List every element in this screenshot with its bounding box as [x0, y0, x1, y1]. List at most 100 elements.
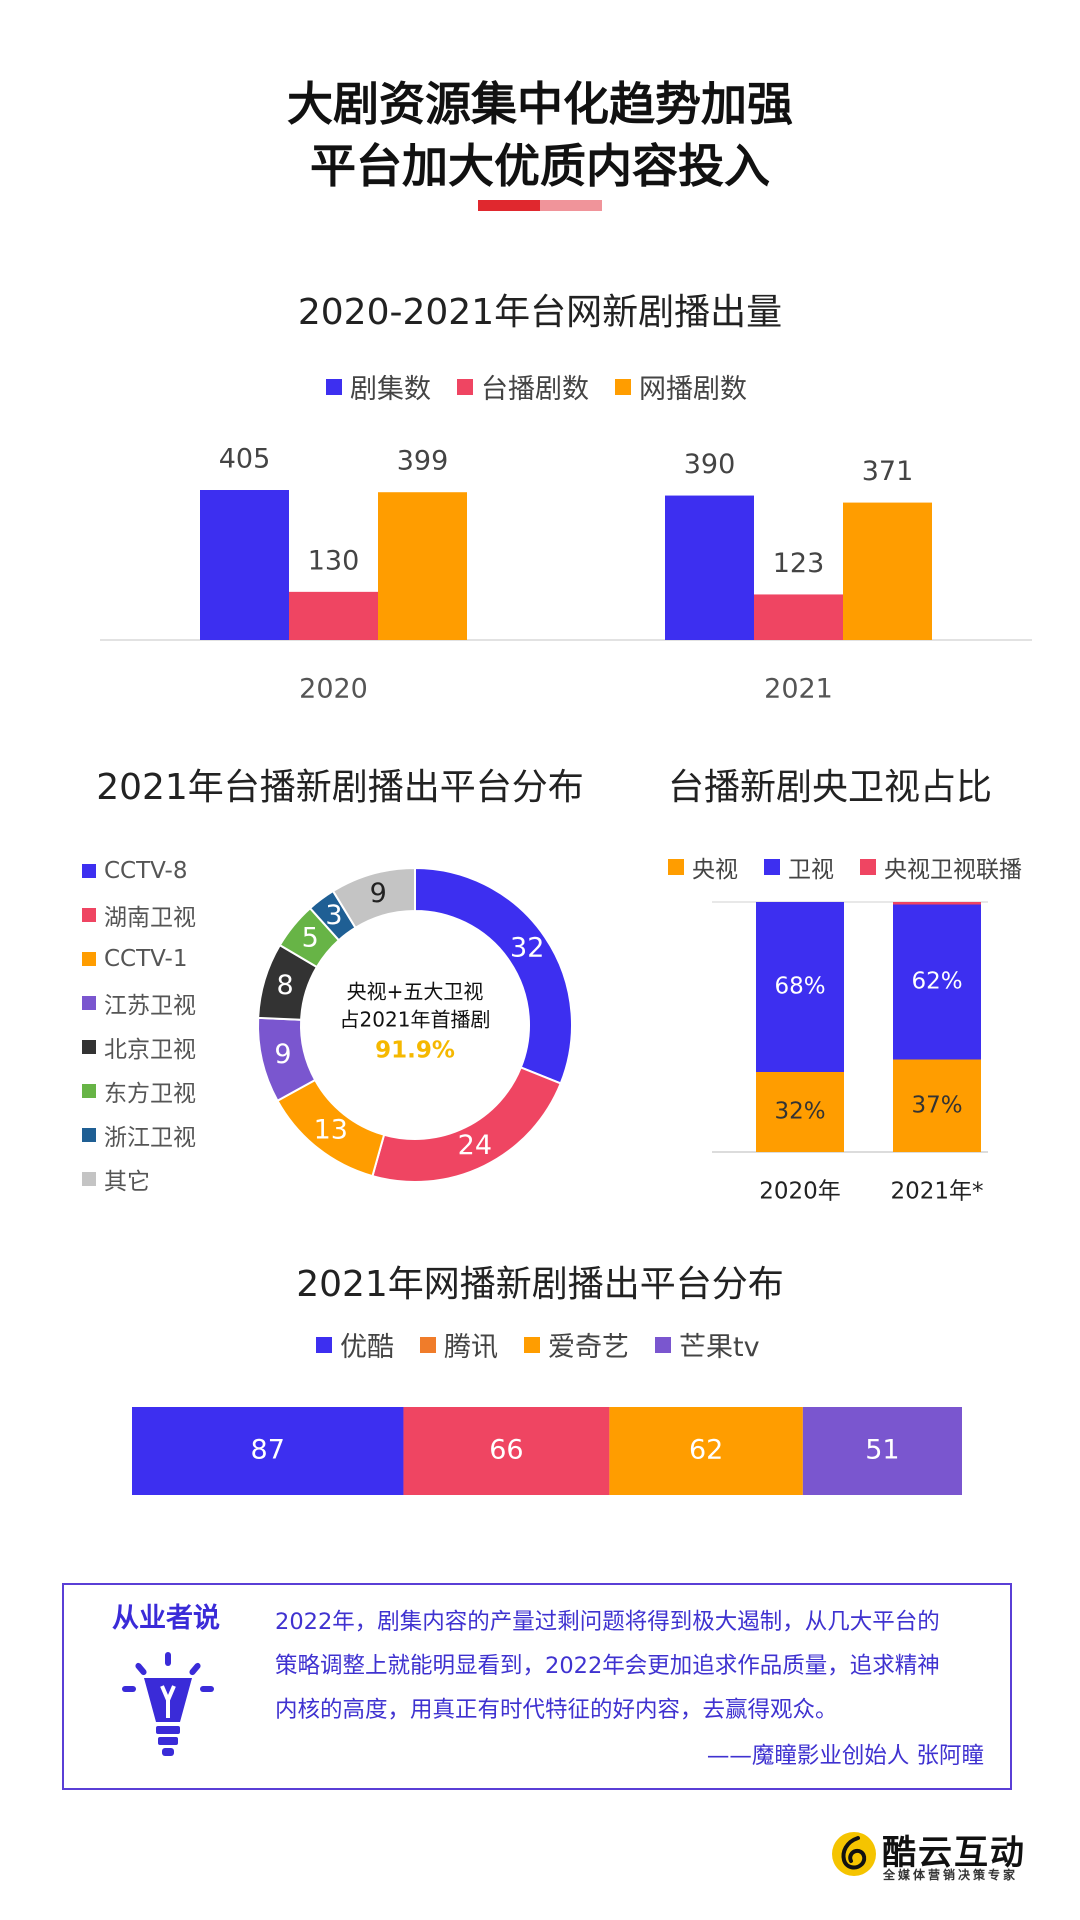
chart1-legend-swatch-0 — [326, 378, 342, 395]
chart3-title: 台播新剧央卫视占比 — [667, 767, 992, 808]
chart2-value-5: 5 — [302, 923, 319, 954]
chart3-legend-label-1: 卫视 — [788, 857, 834, 883]
chart3-legend-item-2: 央视卫视联播 — [860, 850, 1022, 884]
chart1-legend: 剧集数 台播剧数 网播剧数 — [326, 367, 773, 406]
chart2-legend-item-7: 其它 — [82, 1157, 196, 1201]
chart3-bar-1-1 — [893, 904, 981, 1060]
chart3-bar-1-0 — [893, 1059, 981, 1152]
chart2-value-4: 8 — [277, 970, 294, 1001]
chart3-bar-0-1 — [756, 902, 844, 1072]
chart1-xtick-2021: 2021 — [764, 674, 833, 705]
chart1-legend-label-2: 网播剧数 — [639, 374, 747, 405]
chart1-legend-item-0: 剧集数 — [326, 367, 431, 406]
logo-mark-icon — [832, 1832, 876, 1876]
chart2-legend-label-2: CCTV-1 — [104, 946, 188, 972]
chart2-legend-label-0: CCTV-8 — [104, 858, 188, 884]
chart1-bar-2020-0 — [200, 490, 289, 640]
chart3-stacked: 32% 68% 2020年 37% 62% 2021年* — [712, 901, 988, 1205]
chart4-legend-swatch-0 — [316, 1336, 332, 1353]
quote-line-1: 2022年，剧集内容的产量过剩问题将得到极大遏制，从几大平台的 — [275, 1609, 940, 1635]
chart4-legend-item-2: 爱奇艺 — [524, 1325, 629, 1364]
title-accent-bar-light — [540, 200, 602, 211]
chart2-legend-swatch-0 — [82, 864, 96, 878]
chart3-legend-item-1: 卫视 — [764, 850, 834, 884]
chart4-legend-label-1: 腾讯 — [444, 1332, 498, 1363]
chart1-legend-swatch-1 — [457, 378, 473, 395]
logo-tagline: 全媒体营销决策专家 — [883, 1868, 1019, 1882]
chart4-segment-0 — [132, 1407, 404, 1495]
logo-name: 酷云互动 — [882, 1833, 1026, 1873]
chart4-legend-label-3: 芒果tv — [679, 1332, 760, 1363]
chart2-legend-item-5: 东方卫视 — [82, 1069, 196, 1113]
chart4-segment-3 — [802, 1407, 962, 1495]
chart2-legend-label-7: 其它 — [104, 1169, 150, 1195]
chart4-legend: 优酷 腾讯 爱奇艺 芒果tv — [316, 1325, 786, 1364]
chart2-center-line2: 占2021年首播剧 — [340, 1008, 491, 1032]
quote-line-2: 策略调整上就能明显看到，2022年会更加追求作品质量，追求精神 — [275, 1653, 940, 1679]
chart4-legend-label-2: 爱奇艺 — [548, 1332, 629, 1363]
chart3-legend-swatch-0 — [668, 859, 684, 875]
chart4-value-0: 87 — [251, 1435, 285, 1466]
chart4-title: 2021年网播新剧播出平台分布 — [296, 1264, 784, 1305]
chart1-title: 2020-2021年台网新剧播出量 — [297, 292, 783, 333]
chart3-label-0-1: 68% — [774, 974, 825, 1000]
chart2-legend: CCTV-8 湖南卫视 CCTV-1 江苏卫视北京卫视东方卫视浙江卫视其它 — [82, 849, 196, 1201]
chart4-value-2: 62 — [689, 1435, 723, 1466]
chart2-legend-label-1: 湖南卫视 — [104, 905, 196, 931]
chart2-legend-label-4: 北京卫视 — [104, 1037, 196, 1063]
chart1-bar-2020-2 — [378, 492, 467, 640]
chart1-value-2020-0: 405 — [219, 444, 271, 475]
chart4-segment-1 — [403, 1407, 610, 1495]
chart2-value-3: 9 — [274, 1039, 291, 1070]
chart1-bar-2021-2 — [843, 502, 932, 640]
chart2-legend-item-1: 湖南卫视 — [82, 893, 196, 937]
chart1-bar-2020-1 — [289, 591, 378, 640]
chart3-legend: 央视 卫视 央视卫视联播 — [668, 850, 1048, 884]
chart4-legend-label-0: 优酷 — [340, 1332, 394, 1363]
chart2-legend-swatch-5 — [82, 1084, 96, 1098]
chart1-bar-2021-0 — [665, 495, 754, 640]
chart2-legend-item-6: 浙江卫视 — [82, 1113, 196, 1157]
chart1-legend-item-1: 台播剧数 — [457, 367, 589, 406]
chart2-slice-1 — [371, 1066, 563, 1183]
quote-author: ——魔瞳影业创始人 张阿瞳 — [706, 1743, 984, 1769]
chart2-legend-swatch-3 — [82, 996, 96, 1010]
chart1-value-2021-0: 390 — [684, 449, 736, 480]
chart3-legend-swatch-2 — [860, 859, 876, 875]
chart1-value-2020-2: 399 — [397, 446, 449, 477]
chart4-legend-swatch-1 — [420, 1336, 436, 1353]
chart3-legend-label-0: 央视 — [692, 857, 738, 883]
chart1-value-2021-1: 123 — [773, 548, 825, 579]
chart1-xtick-2020: 2020 — [299, 674, 368, 705]
chart2-legend-swatch-2 — [82, 952, 96, 966]
chart2-legend-label-6: 浙江卫视 — [104, 1125, 196, 1151]
chart4-legend-swatch-3 — [655, 1336, 671, 1353]
chart1-legend-item-2: 网播剧数 — [615, 367, 747, 406]
chart2-title: 2021年台播新剧播出平台分布 — [96, 767, 584, 808]
chart4-value-1: 66 — [489, 1435, 523, 1466]
chart2-legend-item-2: CCTV-1 — [82, 937, 196, 981]
chart4-legend-swatch-2 — [524, 1336, 540, 1353]
chart4-legend-item-3: 芒果tv — [655, 1325, 760, 1364]
chart1-legend-swatch-2 — [615, 378, 631, 395]
chart1-bars: 405 130 399 2020 390 123 371 2021 — [100, 444, 1032, 705]
chart1-value-2020-1: 130 — [308, 545, 360, 576]
chart1-bar-2021-1 — [754, 594, 843, 640]
chart2-legend-swatch-4 — [82, 1040, 96, 1054]
chart3-bar-1-2 — [893, 902, 981, 905]
lightbulb-icon — [122, 1652, 214, 1756]
chart3-legend-swatch-1 — [764, 859, 780, 875]
quote-box — [62, 1583, 1012, 1790]
chart2-legend-item-4: 北京卫视 — [82, 1025, 196, 1069]
chart3-legend-label-2: 央视卫视联播 — [884, 857, 1022, 883]
chart1-legend-label-1: 台播剧数 — [481, 374, 589, 405]
quote-heading: 从业者说 — [112, 1603, 220, 1634]
chart2-legend-swatch-6 — [82, 1128, 96, 1142]
chart3-label-1-1: 62% — [911, 969, 962, 995]
chart2-legend-item-3: 江苏卫视 — [82, 981, 196, 1025]
page-title-line1: 大剧资源集中化趋势加强 — [287, 77, 793, 131]
chart4-legend-item-0: 优酷 — [316, 1325, 394, 1364]
chart2-value-2: 13 — [314, 1115, 348, 1146]
chart4-value-3: 51 — [865, 1435, 899, 1466]
